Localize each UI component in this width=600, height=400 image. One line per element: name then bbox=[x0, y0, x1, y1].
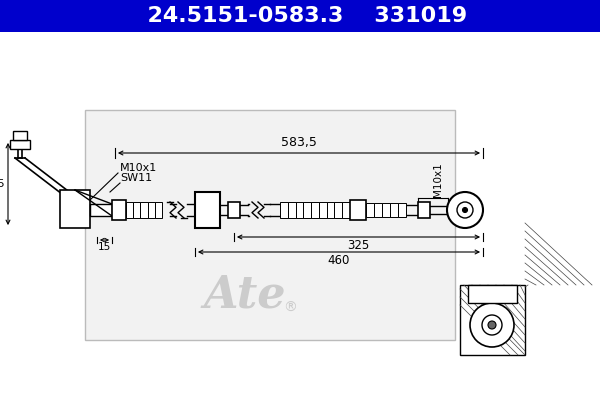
Bar bbox=[342, 202, 350, 218]
Bar bbox=[280, 202, 288, 218]
Circle shape bbox=[482, 315, 502, 335]
Bar bbox=[60, 190, 90, 228]
Text: 24.5151-0583.3    331019: 24.5151-0583.3 331019 bbox=[133, 6, 467, 26]
Circle shape bbox=[470, 303, 514, 347]
Bar bbox=[13, 131, 27, 140]
Bar bbox=[326, 202, 334, 218]
Text: ®: ® bbox=[283, 301, 297, 315]
Bar bbox=[311, 202, 319, 218]
Bar bbox=[0, 0, 600, 32]
Bar bbox=[126, 202, 133, 218]
Bar bbox=[366, 203, 374, 217]
Bar bbox=[304, 202, 311, 218]
Bar bbox=[133, 202, 140, 218]
Text: M10x1: M10x1 bbox=[120, 163, 157, 173]
Bar bbox=[460, 285, 525, 355]
Text: 15: 15 bbox=[98, 242, 111, 252]
Text: M10x1: M10x1 bbox=[433, 163, 443, 197]
Circle shape bbox=[463, 208, 467, 212]
Bar bbox=[334, 202, 342, 218]
Bar bbox=[382, 203, 390, 217]
Bar bbox=[140, 202, 148, 218]
Bar bbox=[468, 285, 517, 303]
Bar bbox=[288, 202, 296, 218]
Bar bbox=[228, 202, 240, 218]
Text: SW11: SW11 bbox=[120, 173, 152, 183]
Bar bbox=[296, 202, 304, 218]
Bar bbox=[155, 202, 162, 218]
Text: 46,5: 46,5 bbox=[0, 179, 5, 189]
Bar bbox=[390, 203, 398, 217]
Bar bbox=[10, 140, 30, 149]
Text: 325: 325 bbox=[347, 239, 370, 252]
Bar bbox=[350, 200, 366, 220]
Bar bbox=[319, 202, 326, 218]
Bar bbox=[112, 200, 126, 220]
Bar bbox=[195, 192, 220, 228]
Text: 583,5: 583,5 bbox=[281, 136, 317, 149]
Bar bbox=[398, 203, 406, 217]
Text: Ate: Ate bbox=[203, 274, 286, 316]
Circle shape bbox=[457, 202, 473, 218]
Bar bbox=[85, 110, 455, 340]
Bar bbox=[374, 203, 382, 217]
Circle shape bbox=[488, 321, 496, 329]
Bar bbox=[418, 202, 430, 218]
Circle shape bbox=[447, 192, 483, 228]
Bar bbox=[148, 202, 155, 218]
Bar bbox=[90, 204, 112, 216]
Text: 460: 460 bbox=[328, 254, 350, 267]
